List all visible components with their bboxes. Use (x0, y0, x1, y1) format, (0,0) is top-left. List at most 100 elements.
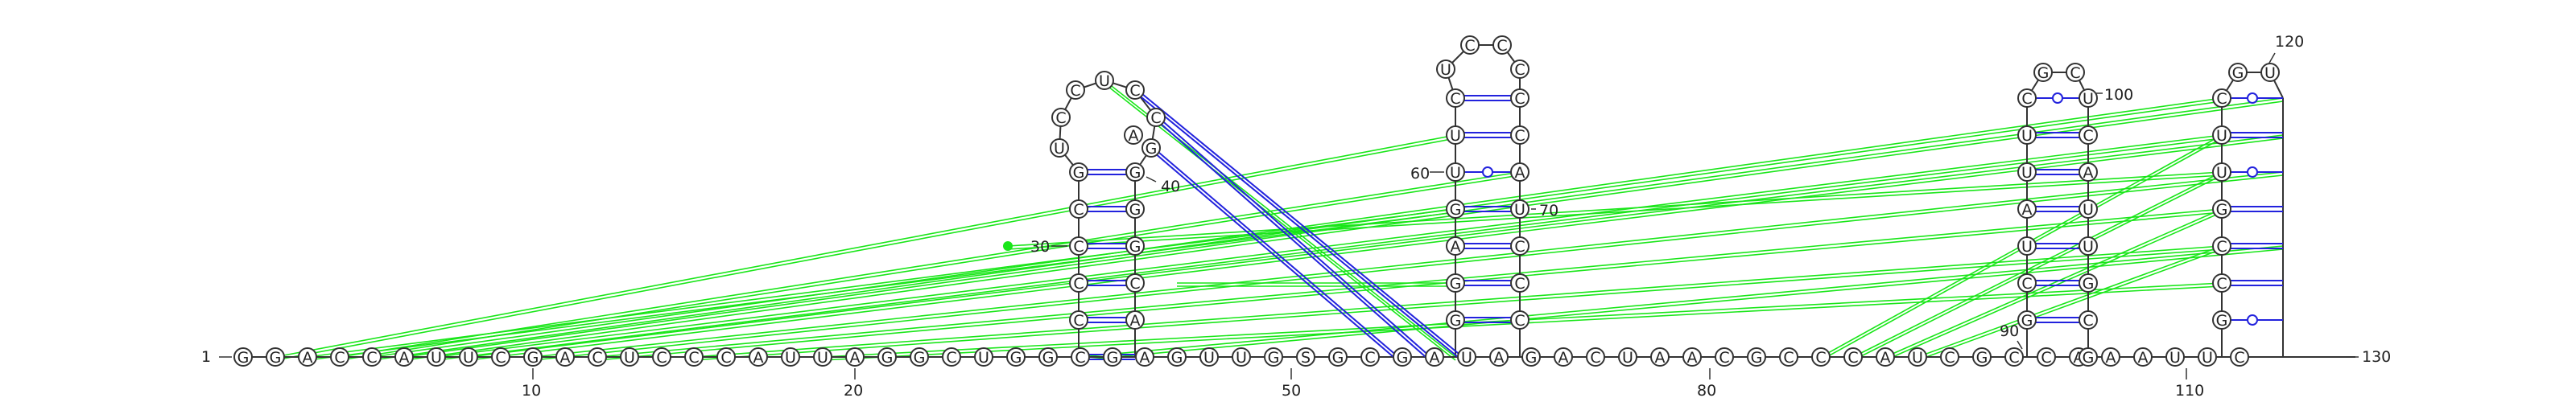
nucleotide-letter: C (1364, 349, 1375, 367)
nucleotide-circle (1095, 71, 1114, 90)
nucleotide-letter: G (2232, 64, 2244, 82)
nucleotide-circle (2133, 347, 2153, 367)
nucleotide-letter: G (1525, 349, 1538, 367)
nucleotide: U (620, 347, 639, 367)
nucleotide-circle (1425, 347, 1444, 367)
nucleotide: C (1510, 125, 1530, 145)
nucleotide-letter: U (2083, 90, 2094, 108)
nucleotide: G (523, 347, 543, 367)
nucleotide-circle (1446, 310, 1465, 330)
pseudoknot-line (1852, 174, 2223, 361)
nucleotide-circle (2228, 63, 2248, 82)
nucleotide-circle (1069, 310, 1088, 330)
nucleotide-circle (1510, 162, 1530, 182)
nucleotide-circle (1554, 347, 1573, 367)
nucleotide: G (1038, 347, 1058, 367)
nucleotide-letter: U (2216, 164, 2227, 182)
nucleotide-circle (1747, 347, 1766, 367)
nucleotide: C (1492, 35, 1512, 55)
nucleotide-circle (2079, 273, 2098, 293)
nucleotide-letter: G (1171, 349, 1183, 367)
nucleotide-letter: G (1129, 164, 1141, 182)
nucleotide-circle (2017, 273, 2037, 293)
nucleotide: G (1125, 162, 1145, 182)
nucleotide: U (1510, 199, 1530, 219)
nucleotide-letter: C (1073, 312, 1084, 330)
nucleotide: A (298, 347, 317, 367)
nucleotide-circle (2101, 347, 2120, 367)
nucleotide-letter: C (2070, 64, 2080, 82)
pseudoknot-line (693, 245, 2223, 358)
nucleotide-circle (1446, 88, 1465, 108)
nucleotide-letter: C (946, 349, 956, 367)
nucleotide: C (2212, 88, 2231, 108)
nucleotide-letter: G (1042, 349, 1055, 367)
nucleotide: C (1069, 199, 1088, 219)
nucleotide-letter: C (1496, 37, 1507, 55)
position-label: 130 (2362, 348, 2391, 366)
nucleotide-circle (1446, 236, 1465, 256)
hairpin-3-loop (2026, 72, 2089, 99)
nucleotide-letter: G (270, 349, 282, 367)
nucleotide-letter: C (1075, 349, 1085, 367)
nucleotide-letter: U (1622, 349, 1633, 367)
nucleotide: U (2079, 199, 2098, 219)
nucleotide-letter: G (914, 349, 926, 367)
nucleotide: A (2133, 347, 2153, 367)
nucleotide: U (1446, 162, 1465, 182)
gu-pair-dot (2052, 92, 2063, 104)
nucleotide-circle (620, 347, 639, 367)
nucleotide-letter: U (2169, 349, 2181, 367)
nucleotide: C (1586, 347, 1605, 367)
nucleotide-circle (2079, 310, 2098, 330)
nucleotide: A (1135, 347, 1154, 367)
nucleotide-letter: U (463, 349, 474, 367)
nucleotide-circle (2212, 125, 2231, 145)
nucleotide: C (2017, 273, 2037, 293)
nucleotide: G (266, 347, 285, 367)
nucleotide-letter: C (334, 349, 345, 367)
nucleotide: G (2228, 63, 2248, 82)
nucleotide-circle (781, 347, 800, 367)
long-range-pair-line (1137, 89, 1463, 358)
pseudoknot-line (436, 137, 2223, 361)
nucleotide: U (2260, 63, 2280, 82)
nucleotide-letter: A (1515, 164, 1525, 182)
position-label: 20 (844, 382, 863, 400)
nucleotide-circle (2017, 199, 2037, 219)
nucleotide-letter: U (2264, 64, 2276, 82)
nucleotide: G (1006, 347, 1026, 367)
nucleotide-circle (2066, 63, 2085, 82)
nucleotide: G (1446, 199, 1465, 219)
nucleotide-letter: C (1073, 238, 1084, 256)
nucleotide: C (1779, 347, 1798, 367)
pseudoknot-line (1917, 248, 2223, 361)
nucleotide-letter: U (1236, 349, 1247, 367)
nucleotide: C (1071, 347, 1090, 367)
nucleotide: U (2198, 347, 2217, 367)
nucleotide-letter: C (1719, 349, 1729, 367)
nucleotide-circle (1296, 347, 1315, 367)
nucleotide-circle (845, 347, 865, 367)
nucleotide: C (1069, 310, 1088, 330)
nucleotide-circle (749, 347, 768, 367)
position-label: 110 (2175, 382, 2204, 400)
nucleotide-circle (2017, 236, 2037, 256)
nucleotide-circle (1125, 273, 1145, 293)
nucleotide-circle (2079, 236, 2098, 256)
nucleotide-letter: G (1450, 201, 1462, 219)
position-label: 1 (201, 348, 211, 366)
nucleotide-letter: A (1430, 349, 1440, 367)
nucleotide-circle (2212, 310, 2231, 330)
nucleotide: A (1876, 347, 1895, 367)
nucleotide-letter: A (1451, 238, 1461, 256)
nucleotide-circle (1446, 273, 1465, 293)
nucleotide-circle (1779, 347, 1798, 367)
nucleotide-circle (1457, 347, 1476, 367)
pseudoknot-line (468, 134, 2284, 358)
nucleotide: A (1425, 347, 1444, 367)
nucleotide: A (555, 347, 575, 367)
nucleotide: U (2079, 88, 2098, 108)
pseudoknot-line (1852, 171, 2223, 358)
nucleotide-circle (1125, 236, 1145, 256)
